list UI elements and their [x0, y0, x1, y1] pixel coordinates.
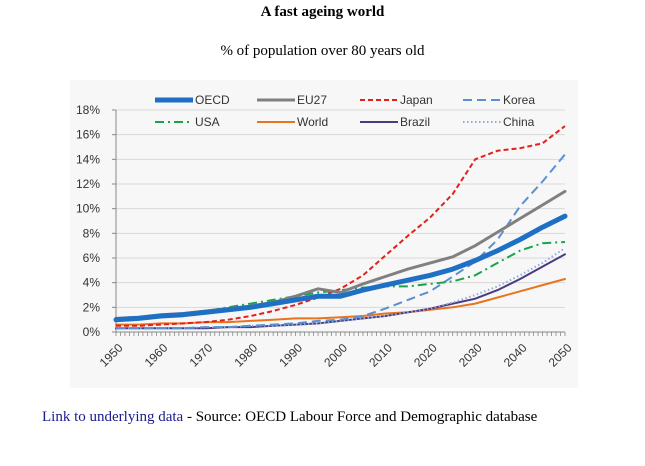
x-tick-label: 2050 — [546, 341, 575, 370]
chart-title: A fast ageing world — [260, 4, 385, 20]
legend-label-japan: Japan — [400, 93, 433, 107]
y-tick-label: 10% — [76, 202, 100, 216]
series-line-oecd — [113, 213, 568, 323]
x-tick-label: 2030 — [456, 341, 485, 370]
x-tick-label: 2040 — [501, 341, 530, 370]
underlying-data-link[interactable]: Link to underlying data — [42, 409, 184, 425]
x-tick-label: 2000 — [321, 341, 350, 370]
y-tick-label: 6% — [83, 251, 101, 265]
legend-label-oecd: OECD — [195, 93, 230, 107]
y-tick-label: 4% — [83, 276, 101, 290]
chart-panel: 0% 2% 4% 6% 8% 10% 12% 14% 16% 18% 1950 1960 1970 198… — [70, 80, 578, 388]
series-line-china — [116, 247, 566, 330]
source-text: - Source: OECD Labour Force and Demograp… — [183, 409, 538, 425]
footer: Link to underlying data - Source: OECD L… — [42, 409, 537, 426]
x-tick-label: 1990 — [276, 341, 305, 370]
y-tick-label: 16% — [76, 128, 100, 142]
y-tick-label: 18% — [76, 103, 100, 117]
legend-label-eu27: EU27 — [297, 93, 327, 107]
x-tick-label: 1960 — [142, 341, 171, 370]
y-tick-label: 0% — [83, 325, 101, 339]
x-tick-label: 1970 — [187, 341, 216, 370]
series-line-korea — [116, 153, 566, 330]
legend-label-brazil: Brazil — [400, 115, 430, 129]
legend-label-korea: Korea — [503, 93, 535, 107]
y-tick-label: 14% — [76, 152, 100, 166]
x-tick-label: 2010 — [366, 341, 395, 370]
y-tick-label: 8% — [83, 226, 101, 240]
line-chart: 0% 2% 4% 6% 8% 10% 12% 14% 16% 18% 1950 1960 1970 198… — [76, 93, 575, 370]
series-line-japan — [116, 125, 566, 327]
x-tick-label: 1950 — [97, 341, 126, 370]
legend-label-usa: USA — [195, 115, 220, 129]
series-line-eu27 — [114, 189, 567, 320]
legend-label-china: China — [503, 115, 535, 129]
x-tick-label: 2020 — [411, 341, 440, 370]
legend-label-world: World — [297, 115, 328, 129]
x-tick-label: 1980 — [231, 341, 260, 370]
y-tick-label: 12% — [76, 177, 100, 191]
y-tick-label: 2% — [83, 300, 101, 314]
series-line-world — [115, 278, 566, 326]
chart-subtitle: % of population over 80 years old — [220, 43, 425, 59]
